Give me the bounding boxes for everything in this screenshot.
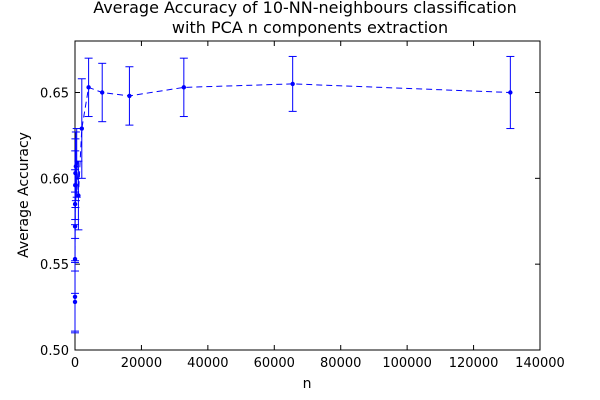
x-tick-label: 60000 [254,356,295,371]
data-point [290,81,295,87]
chart-title-line-2: with PCA n components extraction [172,18,448,37]
chart-title-line-1: Average Accuracy of 10-NN-neighbours cla… [93,0,517,17]
x-tick-label: 140000 [515,356,565,371]
plot-area [74,40,541,351]
data-point [76,193,81,198]
y-axis-label: Average Accuracy [16,132,32,258]
y-tick-label: 0.55 [40,258,69,273]
x-tick-label: 80000 [320,356,361,371]
data-point [74,160,79,166]
data-point [79,126,85,131]
data-point [508,90,513,95]
data-point [100,90,105,95]
x-tick-label: 100000 [382,356,432,371]
x-tick-label: 120000 [449,356,499,371]
y-tick-label: 0.50 [40,344,69,359]
x-tick-label: 0 [71,356,79,371]
y-axis: 0.50 0.55 0.60 0.65 [40,87,540,359]
data-series [71,55,515,334]
data-point [72,294,78,299]
x-tick-label: 20000 [121,356,162,371]
x-axis-label: n [303,376,312,392]
data-point [181,85,187,90]
data-point [86,85,91,90]
x-tick-label: 40000 [187,356,228,371]
y-tick-label: 0.60 [40,172,69,187]
data-point [127,93,132,99]
x-axis: 0 20000 40000 60000 80000 100000 120000 140000 [71,41,565,371]
y-tick-label: 0.65 [40,87,69,102]
